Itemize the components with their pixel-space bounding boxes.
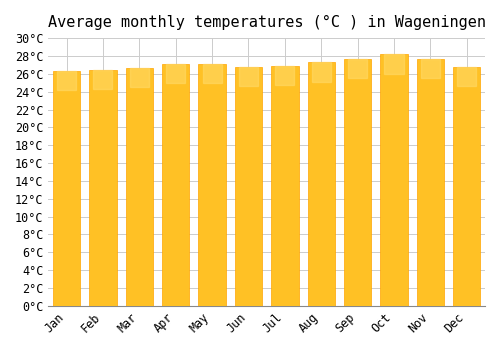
Bar — [202, 64, 222, 83]
Bar — [126, 68, 153, 306]
Bar — [348, 59, 367, 78]
Bar — [53, 71, 80, 306]
Bar — [453, 67, 480, 306]
Bar — [276, 66, 294, 85]
Bar — [380, 54, 407, 306]
Bar — [344, 59, 372, 306]
Bar — [421, 59, 440, 78]
Bar — [90, 70, 117, 306]
Bar — [271, 66, 298, 306]
Bar — [166, 64, 186, 83]
Bar — [308, 62, 335, 306]
Bar — [458, 67, 476, 86]
Bar — [57, 71, 76, 90]
Bar — [417, 59, 444, 306]
Bar — [235, 67, 262, 306]
Bar — [162, 64, 190, 306]
Bar — [239, 67, 258, 86]
Bar — [312, 62, 331, 82]
Bar — [130, 68, 149, 87]
Bar — [94, 70, 112, 89]
Bar — [384, 54, 404, 74]
Title: Average monthly temperatures (°C ) in Wageningen: Average monthly temperatures (°C ) in Wa… — [48, 15, 486, 30]
Bar — [198, 64, 226, 306]
